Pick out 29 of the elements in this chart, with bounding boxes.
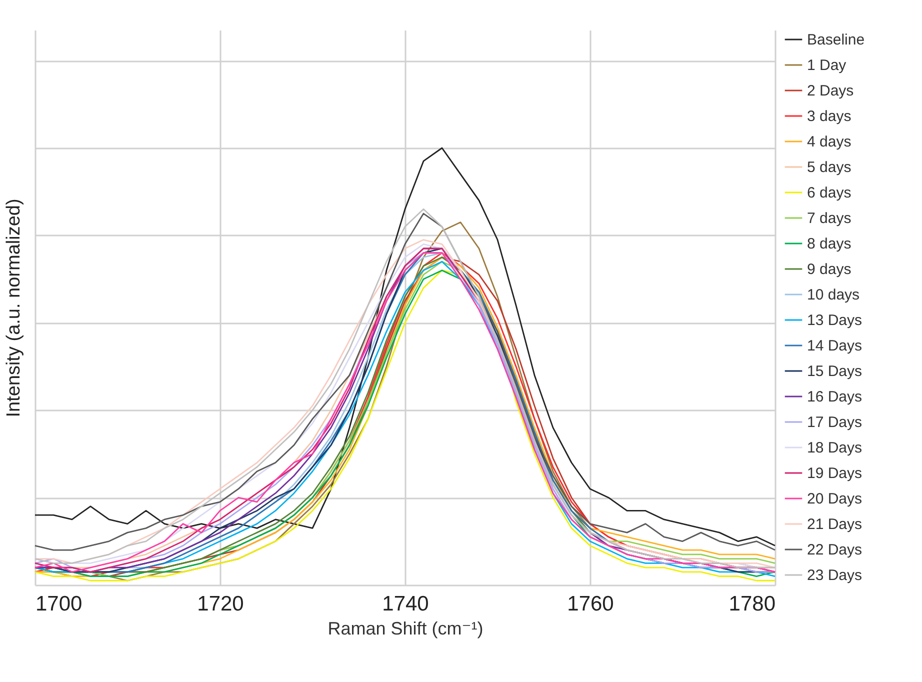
x-tick-label: 1760 (567, 592, 614, 616)
legend-label: 6 days (807, 184, 852, 202)
x-tick-label: 1740 (382, 592, 429, 616)
legend-label: 3 days (807, 108, 852, 125)
legend-label: 7 days (807, 210, 852, 227)
legend-label: 23 Days (807, 567, 862, 584)
x-tick-label: 1700 (36, 592, 82, 616)
legend-label: 14 Days (807, 338, 862, 354)
legend-label: 16 Days (807, 388, 862, 406)
legend-label: 22 Days (807, 542, 862, 558)
legend-label: 21 Days (807, 516, 862, 533)
x-axis-title: Raman Shift (cm⁻¹) (328, 618, 484, 638)
legend-label: Baseline (807, 32, 865, 48)
x-tick-label: 1780 (728, 592, 776, 616)
legend-label: 4 days (807, 134, 852, 150)
legend-label: 19 Days (807, 465, 862, 482)
y-axis-title: Intensity (a.u. normalized) (4, 198, 24, 418)
legend-label: 18 Days (807, 440, 862, 456)
legend-label: 2 Days (807, 82, 854, 100)
legend-label: 10 days (807, 286, 860, 304)
legend-label: 17 Days (807, 414, 862, 431)
x-tick-label: 1720 (197, 592, 244, 616)
legend-label: 15 Days (807, 363, 862, 380)
legend-label: 9 days (807, 261, 852, 278)
legend-label: 8 days (807, 236, 852, 252)
legend-label: 5 days (807, 159, 852, 176)
legend-label: 1 Day (807, 57, 847, 74)
legend-label: 13 Days (807, 312, 862, 329)
legend-label: 20 Days (807, 490, 862, 508)
